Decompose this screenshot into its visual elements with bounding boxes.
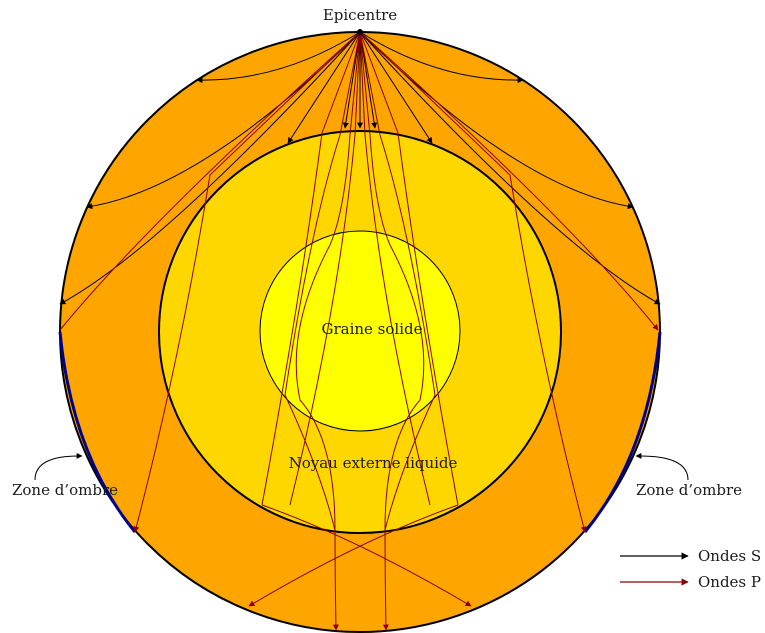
- epicentre-label: Epicentre: [323, 6, 397, 24]
- legend: Ondes S Ondes P: [620, 547, 761, 591]
- inner-core: [259, 230, 461, 432]
- inner-core-label: Graine solide: [321, 320, 422, 338]
- outer-core-label: Noyau externe liquide: [289, 454, 458, 472]
- shadow-zone-right-label: Zone d’ombre: [636, 481, 742, 499]
- shadow-zones: [58, 331, 662, 533]
- shadow-zone-left: [58, 331, 137, 533]
- shadow-callouts: [34, 452, 689, 481]
- legend-p-label: Ondes P: [698, 573, 761, 591]
- shadow-zone-left-label: Zone d’ombre: [12, 481, 118, 499]
- epicentre-dot: [357, 29, 363, 35]
- p-wave-rays: [59, 31, 659, 631]
- shadow-zone-right: [583, 331, 662, 533]
- legend-s-label: Ondes S: [698, 547, 761, 565]
